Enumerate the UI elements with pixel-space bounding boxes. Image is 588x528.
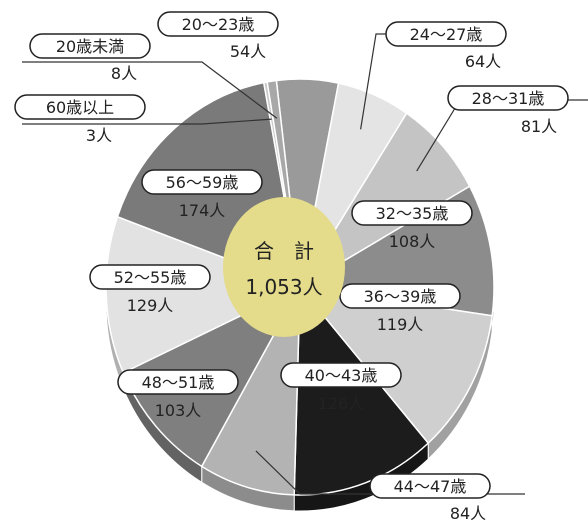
slice-7-value-label: 84人 xyxy=(450,504,486,523)
center-disc xyxy=(223,197,345,337)
slice-10-value-label: 174人 xyxy=(179,201,226,220)
slice-8-value-label: 103人 xyxy=(155,401,202,420)
center-label-total: 1,053人 xyxy=(245,275,322,299)
slice-8-category-label: 48〜51歳 xyxy=(142,373,215,392)
slice-7-wedge xyxy=(200,286,301,496)
slice-5-label-pill xyxy=(339,283,461,309)
slice-1-label-pill xyxy=(157,11,279,37)
slice-6-value-label: 126人 xyxy=(318,394,365,413)
slice-7-label-pill xyxy=(369,473,491,499)
slice-2-value-label: 64人 xyxy=(465,52,501,71)
slice-9-value-label: 129人 xyxy=(127,296,174,315)
slice-9-wedge xyxy=(105,215,302,374)
slice-1-category-label: 20〜23歳 xyxy=(182,15,255,34)
slice-11-label-pill xyxy=(14,94,146,120)
slice-9-category-label: 52〜55歳 xyxy=(114,268,187,287)
slice-11-category-label: 60歳以上 xyxy=(46,98,114,117)
slice-10-category-label: 56〜59歳 xyxy=(166,173,239,192)
labels-layer: 20〜23歳 54人 24〜27歳 64人 28〜31歳 81人 32〜35歳 108人 36〜… xyxy=(14,11,569,523)
slice-2-label-pill xyxy=(385,21,507,47)
slice-4-category-label: 32〜35歳 xyxy=(376,204,449,223)
slice-3-wedge xyxy=(299,112,471,288)
slice-5-value-label: 119人 xyxy=(377,315,424,334)
slice-8-label-pill xyxy=(117,369,239,395)
slice-6-wedge xyxy=(293,284,430,496)
slice-3-label-pill xyxy=(447,85,569,111)
slice-6-category-label: 40〜43歳 xyxy=(305,366,378,385)
slice-4-label-pill xyxy=(351,200,473,226)
slice-12-value-label: 8人 xyxy=(111,64,137,83)
slice-7-category-label: 44〜47歳 xyxy=(394,477,467,496)
slice-2-category-label: 24〜27歳 xyxy=(410,25,483,44)
slice-6-label-pill xyxy=(280,362,402,388)
slice-11-leader-line xyxy=(22,118,272,125)
slice-12-category-label: 20歳未満 xyxy=(56,37,124,56)
slice-1-value-label: 54人 xyxy=(230,42,266,61)
slice-5-category-label: 36〜39歳 xyxy=(364,287,437,306)
slice-10-label-pill xyxy=(141,169,263,195)
slice-9-label-pill xyxy=(89,264,211,290)
slice-12-leader-line xyxy=(22,61,278,119)
slice-4-value-label: 108人 xyxy=(389,232,436,251)
slice-3-category-label: 28〜31歳 xyxy=(472,89,545,108)
slice-3-value-label: 81人 xyxy=(521,117,557,136)
center-label-title: 合 計 xyxy=(254,239,314,263)
top-strip xyxy=(0,0,588,6)
slice-12-label-pill xyxy=(29,33,151,59)
slice-11-value-label: 3人 xyxy=(86,126,112,145)
